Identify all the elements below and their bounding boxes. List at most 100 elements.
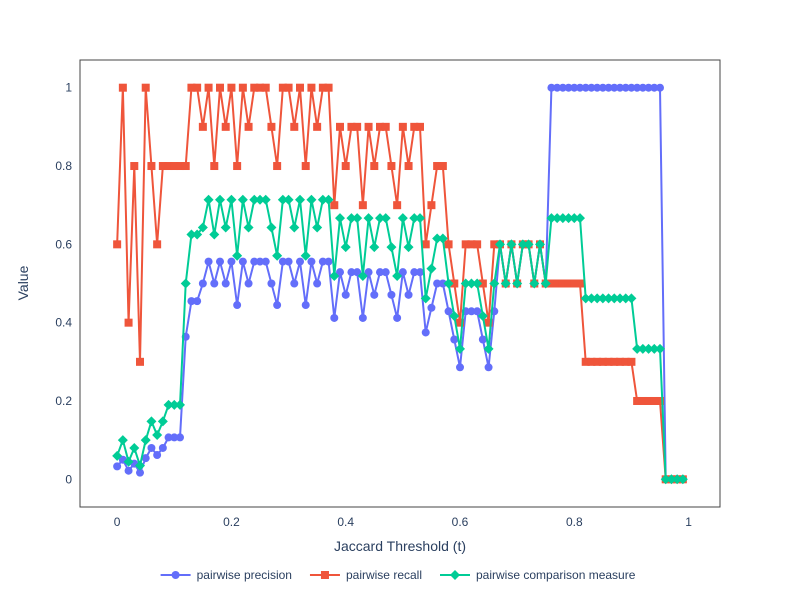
data-point (157, 416, 168, 427)
data-point (444, 307, 453, 316)
data-point (318, 257, 327, 266)
series-3 (112, 194, 688, 485)
data-point (500, 278, 511, 289)
data-point (484, 363, 493, 372)
data-point (273, 301, 282, 310)
data-point (284, 83, 293, 92)
data-point (261, 257, 270, 266)
data-point (387, 162, 396, 171)
data-point (358, 201, 367, 210)
data-point (467, 307, 476, 316)
data-point (553, 279, 562, 288)
series-layer (112, 83, 688, 485)
data-point (564, 279, 573, 288)
data-point (197, 222, 208, 233)
data-point (546, 213, 557, 224)
data-point (632, 343, 643, 354)
data-point (576, 83, 584, 92)
data-point (398, 268, 407, 277)
data-point (256, 83, 264, 92)
data-point (250, 257, 259, 266)
data-point (341, 290, 350, 299)
data-point (380, 213, 391, 224)
data-point (393, 313, 402, 322)
data-point (290, 122, 299, 131)
legend-item[interactable]: pairwise precision (160, 568, 292, 582)
data-point (273, 162, 282, 171)
data-point (410, 122, 419, 131)
data-point (656, 83, 664, 92)
data-point (450, 335, 459, 344)
data-point (284, 257, 293, 266)
data-point (140, 435, 151, 446)
data-point (164, 433, 173, 442)
data-point (204, 83, 213, 92)
data-point (117, 435, 128, 446)
y-tick-label: 0.2 (55, 394, 72, 408)
data-point (244, 279, 253, 288)
y-tick-label: 0.8 (55, 159, 72, 173)
data-point (278, 83, 287, 92)
data-point (483, 343, 494, 354)
x-tick-label: 0 (114, 515, 121, 529)
data-point (666, 474, 677, 485)
data-point (432, 233, 443, 244)
data-point (437, 233, 448, 244)
data-point (232, 250, 243, 261)
data-point (203, 194, 214, 205)
data-point (306, 194, 317, 205)
data-point (643, 343, 654, 354)
data-point (176, 162, 184, 171)
data-point (456, 318, 464, 327)
data-point (193, 83, 202, 92)
data-point (336, 122, 344, 131)
data-point (557, 213, 568, 224)
data-point (118, 83, 127, 92)
data-point (433, 279, 442, 288)
data-point (552, 213, 563, 224)
data-point (386, 242, 397, 253)
data-point (192, 229, 203, 240)
data-point (593, 83, 602, 92)
data-point (318, 83, 327, 92)
data-point (158, 162, 167, 171)
data-point (392, 271, 403, 282)
data-point (187, 297, 196, 306)
data-point (123, 456, 134, 467)
data-point (570, 279, 579, 288)
x-tick-label: 0.6 (452, 515, 469, 529)
data-point (187, 83, 196, 92)
x-axis-title: Jaccard Threshold (t) (334, 538, 466, 554)
data-point (233, 301, 242, 310)
data-point (580, 293, 591, 304)
data-point (330, 313, 339, 322)
legend-item[interactable]: pairwise comparison measure (440, 568, 636, 582)
data-point (301, 301, 310, 310)
data-point (478, 279, 487, 288)
data-point (300, 250, 311, 261)
data-point (175, 399, 185, 410)
data-point (135, 460, 145, 471)
data-point (313, 122, 322, 131)
data-point (335, 213, 345, 224)
legend-item[interactable]: pairwise recall (309, 568, 422, 582)
data-point (295, 194, 305, 205)
data-point (226, 194, 237, 205)
data-point (467, 240, 476, 249)
data-point (610, 83, 619, 92)
data-point (249, 194, 260, 205)
x-tick-label: 0.2 (223, 515, 240, 529)
x-axis: 0 0.2 0.4 0.6 0.8 1 (114, 515, 692, 529)
data-point (603, 293, 614, 304)
legend[interactable]: pairwise precision pairwise recall pairwis… (160, 568, 636, 582)
data-point (615, 293, 625, 304)
data-point (317, 194, 328, 205)
data-point (198, 122, 207, 131)
data-point (398, 122, 407, 131)
data-point (649, 343, 660, 354)
data-point (540, 278, 551, 289)
data-point (364, 268, 373, 277)
data-point (243, 222, 254, 233)
data-point (604, 357, 613, 366)
data-point (598, 83, 607, 92)
